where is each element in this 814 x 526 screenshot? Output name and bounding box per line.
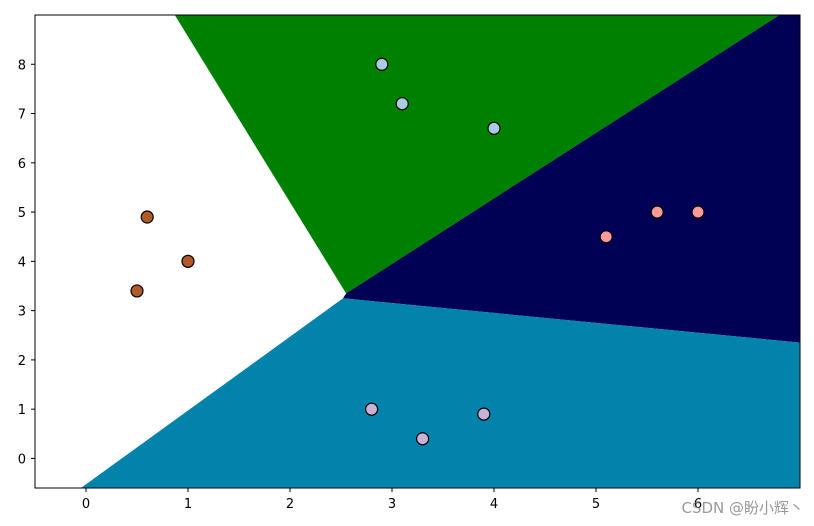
x-tick-label: 6 — [694, 497, 702, 512]
data-point-0-1 — [395, 97, 409, 111]
data-point-2-0 — [599, 230, 613, 244]
data-point-0-2 — [487, 121, 501, 135]
y-tick-label: 6 — [18, 157, 26, 172]
y-axis-ticks: 0 1 2 3 4 5 6 7 8 — [18, 58, 35, 467]
decision-region-0 — [35, 15, 347, 488]
y-tick-label: 5 — [18, 206, 26, 221]
x-tick-label: 3 — [388, 497, 396, 512]
watermark-text: CSDN @盼小辉丶 — [681, 499, 804, 517]
y-tick-label: 2 — [18, 354, 26, 369]
data-point-2-1 — [650, 205, 664, 219]
x-tick-label: 5 — [592, 497, 600, 512]
decision-region-3 — [80, 298, 800, 488]
x-axis-ticks: 0 1 2 3 4 5 6 — [82, 488, 702, 512]
decision-regions — [35, 15, 800, 488]
x-tick-label: 1 — [184, 497, 192, 512]
y-tick-label: 1 — [18, 403, 26, 418]
data-point-3-2 — [477, 407, 491, 421]
y-tick-label: 3 — [18, 305, 26, 320]
y-tick-label: 0 — [18, 452, 26, 467]
data-points — [130, 57, 705, 446]
y-tick-label: 4 — [18, 255, 26, 270]
x-tick-label: 0 — [82, 497, 90, 512]
data-point-2-2 — [691, 205, 705, 219]
decision-region-1 — [174, 15, 780, 294]
data-point-0-0 — [375, 57, 389, 71]
data-point-3-0 — [365, 402, 379, 416]
data-point-3-1 — [416, 432, 430, 446]
x-tick-label: 2 — [286, 497, 294, 512]
y-tick-label: 8 — [18, 58, 26, 73]
y-tick-label: 7 — [18, 108, 26, 123]
data-point-1-2 — [130, 284, 144, 298]
data-point-1-0 — [140, 210, 154, 224]
x-tick-label: 4 — [490, 497, 498, 512]
plot-frame — [34, 14, 801, 489]
decision-region-2 — [343, 15, 800, 343]
data-point-1-1 — [181, 254, 195, 268]
